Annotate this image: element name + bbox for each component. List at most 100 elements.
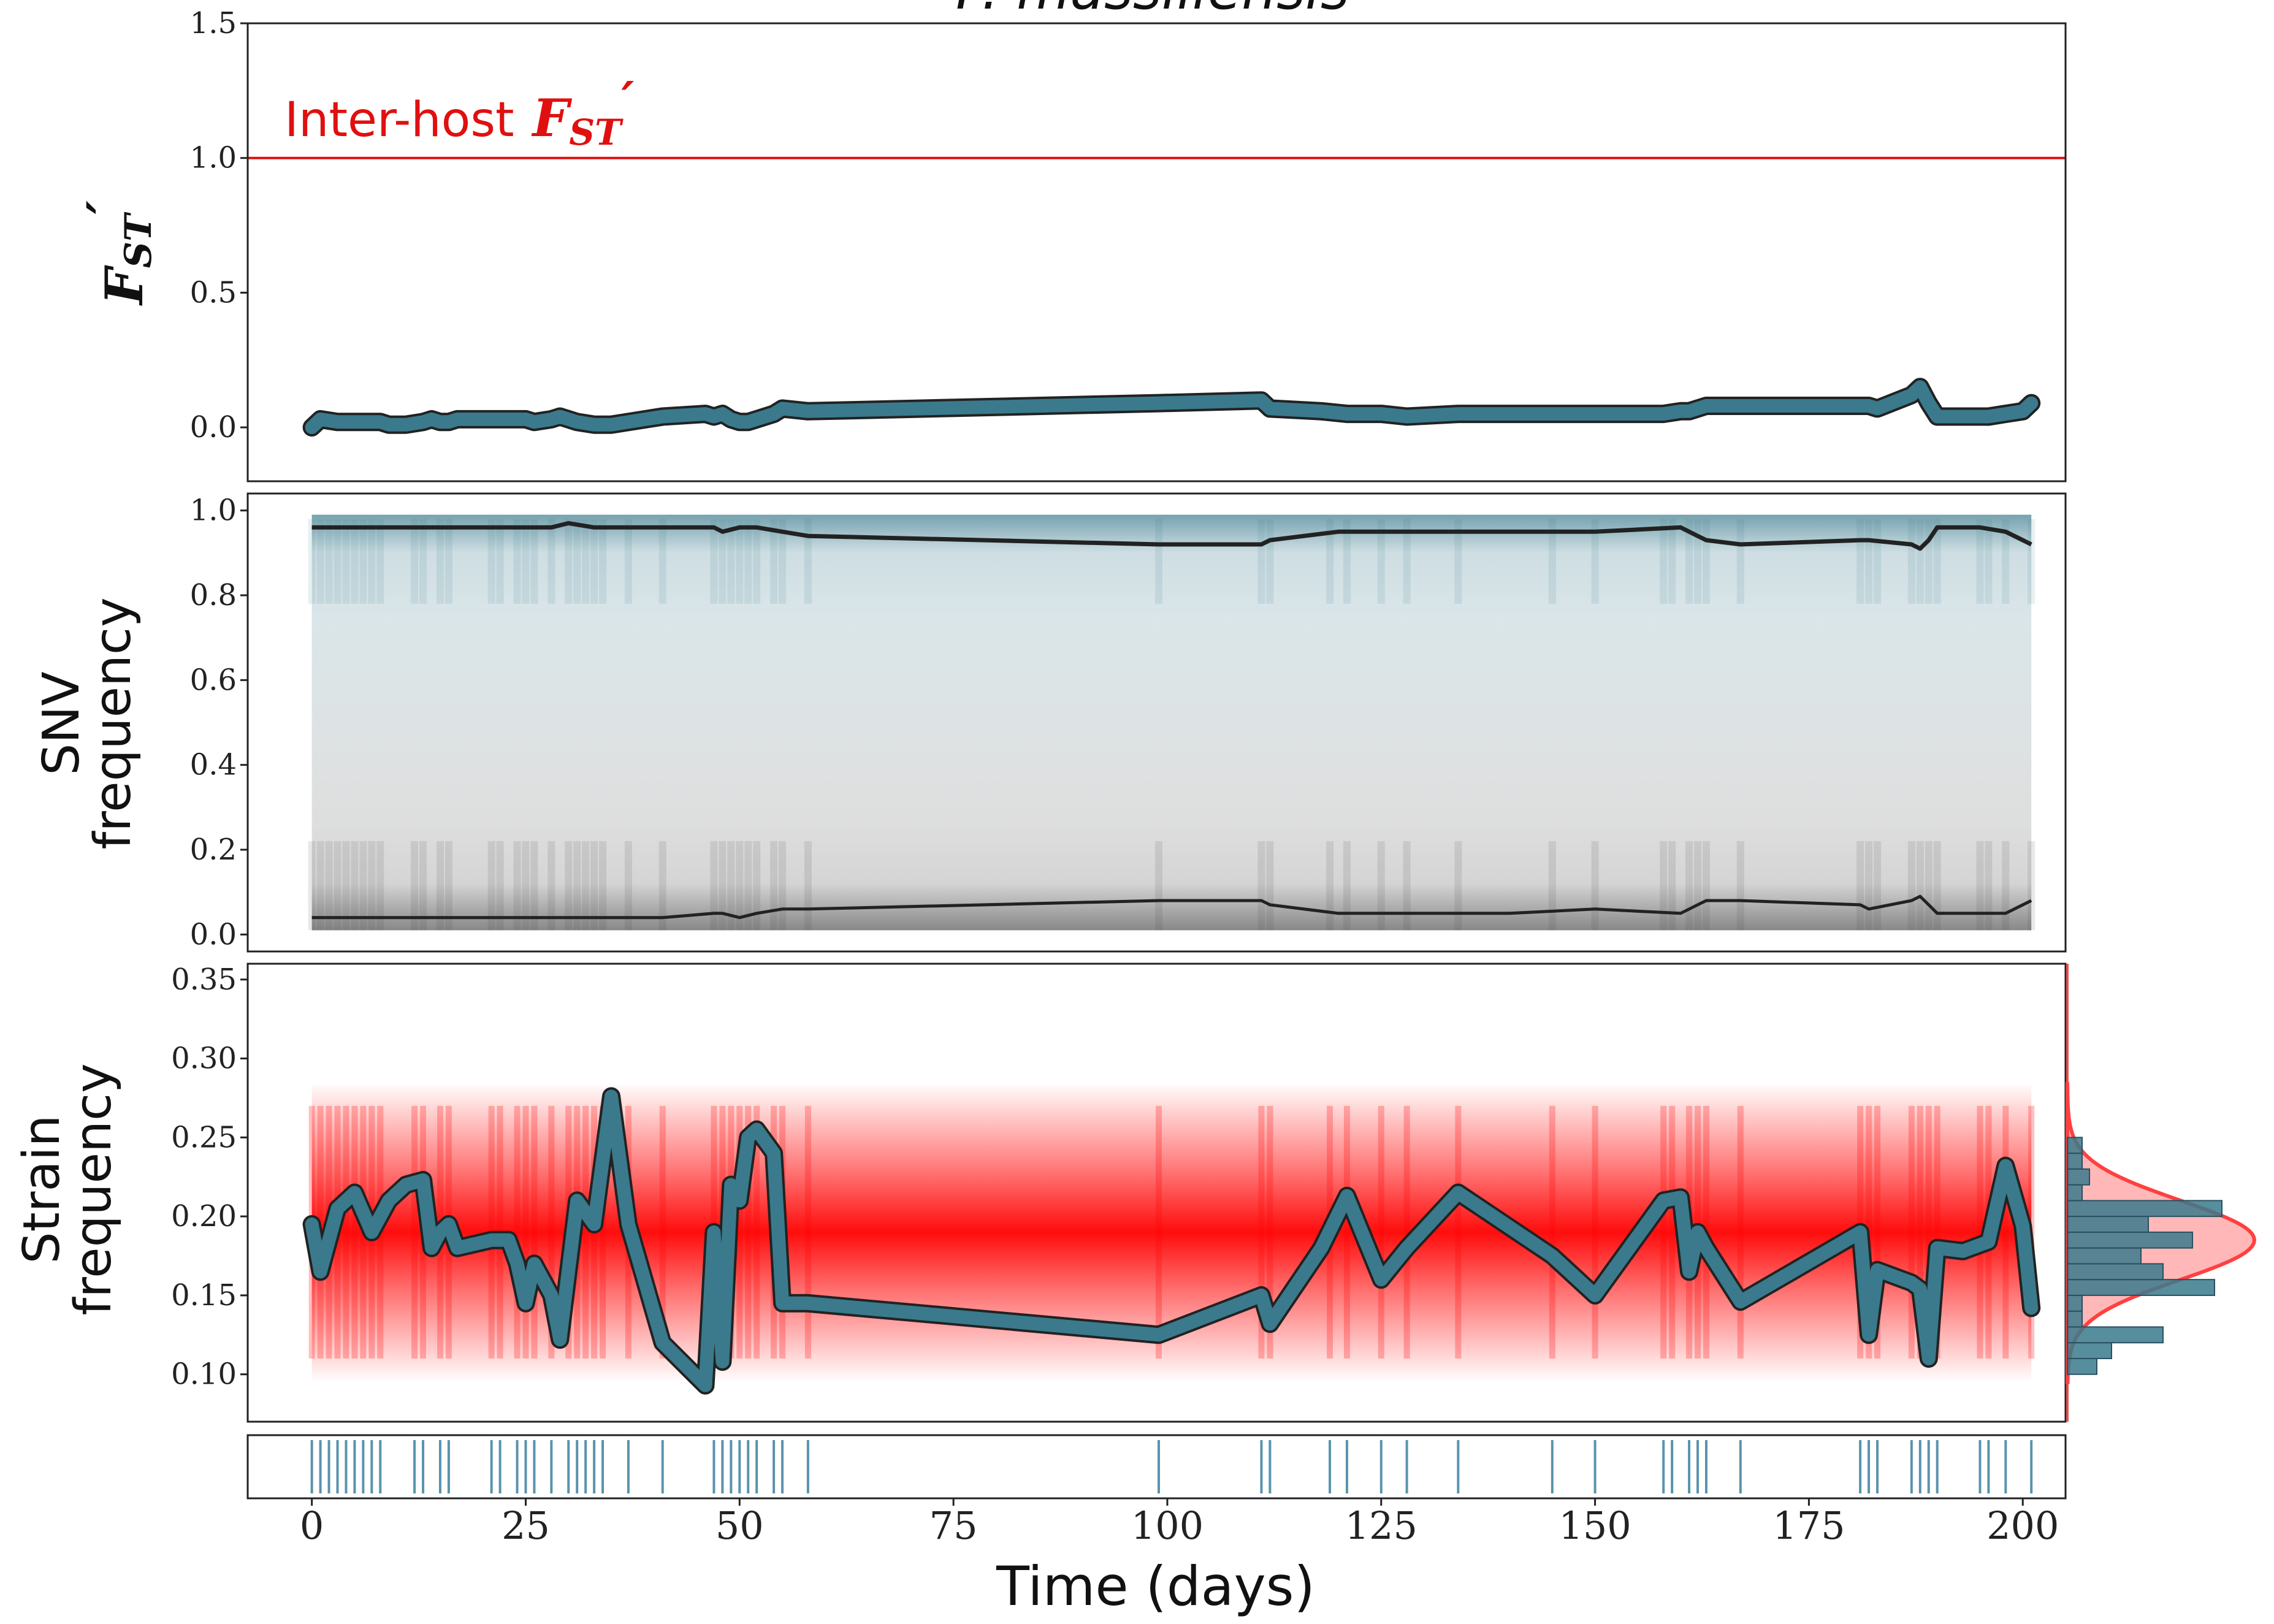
snv-burst-high-41	[1403, 519, 1411, 604]
snv-burst-high-44	[1591, 519, 1599, 604]
inter-host-text: Inter-host	[284, 93, 514, 148]
snv-burst-high-36	[1257, 519, 1265, 604]
snv-burst-high-60	[2002, 519, 2010, 604]
fst-frame	[246, 22, 2067, 482]
strain-burst-23	[600, 1105, 606, 1359]
snv-burst-high-38	[1326, 519, 1334, 604]
snv-ytick-label-5: 1.0	[190, 494, 237, 528]
snv-burst-high-20	[573, 519, 581, 604]
snv-burst-high-45	[1660, 519, 1668, 604]
x-tick-label-3: 75	[929, 1503, 978, 1548]
snv-burst-high-54	[1907, 519, 1915, 604]
snv-burst-low-53	[1874, 841, 1882, 931]
snv-burst-high-4	[342, 519, 350, 604]
snv-burst-low-11	[436, 841, 444, 931]
x-tick-label-8: 200	[1986, 1503, 2059, 1548]
strain-burst-42	[1455, 1105, 1462, 1359]
strain-burst-54	[1908, 1105, 1915, 1359]
x-tick-label-2: 50	[715, 1503, 764, 1548]
x-axis-label: Time (days)	[996, 1555, 1315, 1618]
snv-burst-low-5	[351, 841, 359, 931]
strain-ytick-label-2: 0.20	[171, 1199, 237, 1233]
strain-burst-43	[1549, 1105, 1555, 1359]
x-tick-label-1: 25	[502, 1503, 550, 1548]
strain-burst-40	[1378, 1105, 1384, 1359]
snv-burst-high-5	[351, 519, 359, 604]
snv-burst-low-18	[548, 841, 555, 931]
snv-burst-low-20	[573, 841, 581, 931]
snv-burst-high-31	[753, 519, 761, 604]
fst-series	[302, 378, 2041, 437]
snv-ytick-label-2: 0.4	[190, 748, 237, 782]
snv-burst-low-29	[736, 841, 744, 931]
strain-burst-57	[1934, 1105, 1940, 1359]
snv-burst-high-49	[1702, 519, 1710, 604]
strain-burst-50	[1737, 1105, 1744, 1359]
snv-burst-low-47	[1685, 841, 1693, 931]
snv-burst-low-59	[1985, 841, 1993, 931]
fst-ytick-label-2: 1.0	[190, 141, 237, 175]
snv-low-envelope	[311, 616, 2032, 931]
fst-ylabel-main: F	[94, 265, 155, 306]
strain-frequency-histogram	[2066, 964, 2257, 1422]
snv-burst-low-12	[444, 841, 452, 931]
strain-ytick-label-5: 0.35	[171, 963, 237, 997]
snv-burst-high-17	[530, 519, 538, 604]
snv-burst-high-11	[436, 519, 444, 604]
snv-burst-low-33	[779, 841, 787, 931]
snv-burst-high-59	[1985, 519, 1993, 604]
snv-burst-low-24	[624, 841, 632, 931]
x-tick-label-4: 100	[1131, 1503, 1204, 1548]
snv-burst-low-30	[744, 841, 752, 931]
snv-burst-low-27	[719, 841, 727, 931]
snv-burst-high-48	[1694, 519, 1702, 604]
snv-burst-low-41	[1403, 841, 1411, 931]
snv-burst-low-3	[334, 841, 341, 931]
snv-burst-high-28	[727, 519, 735, 604]
histogram-bar-9	[2067, 1216, 2149, 1233]
snv-burst-low-13	[487, 841, 495, 931]
strain-burst-58	[1977, 1105, 1983, 1359]
strain-burst-29	[736, 1105, 743, 1359]
histogram-bar-7	[2067, 1247, 2142, 1265]
snv-burst-low-44	[1591, 841, 1599, 931]
snv-burst-low-22	[590, 841, 598, 931]
snv-burst-low-8	[376, 841, 384, 931]
snv-burst-low-1	[316, 841, 324, 931]
snv-burst-low-6	[359, 841, 367, 931]
snv-burst-low-10	[419, 841, 427, 931]
fst-line	[305, 380, 2039, 435]
snv-mean-line-0	[311, 520, 2032, 551]
fst-ylabel-sub: ST	[117, 212, 160, 268]
strain-ylabel: Strain frequency	[13, 1063, 123, 1315]
snv-burst-high-12	[444, 519, 452, 604]
snv-burst-low-9	[411, 841, 419, 931]
histogram-bar-14	[2067, 1137, 2083, 1154]
snv-burst-low-51	[1856, 841, 1864, 931]
snv-burst-high-50	[1736, 519, 1744, 604]
snv-ylabel-line2: frequency	[84, 597, 142, 849]
strain-ytick-label-1: 0.15	[171, 1278, 237, 1313]
histogram-bar-5	[2067, 1279, 2215, 1296]
snv-burst-low-45	[1660, 841, 1668, 931]
snv-burst-low-26	[710, 841, 718, 931]
snv-burst-low-57	[1933, 841, 1941, 931]
histogram-bar-11	[2067, 1184, 2083, 1202]
snv-burst-high-2	[325, 519, 333, 604]
figure-title: P. massiliensis	[956, 0, 1349, 22]
snv-ylabel-line1: SNV	[32, 671, 91, 776]
snv-burst-high-13	[487, 519, 495, 604]
fst-ylabel-prime: ′	[75, 200, 136, 214]
svg-text:FST′: FST′	[75, 200, 160, 306]
snv-frequency-panel: 0.0 0.2 0.4 0.6 0.8 1.0	[190, 492, 2067, 953]
strain-burst-25	[659, 1105, 666, 1359]
snv-burst-low-17	[530, 841, 538, 931]
snv-burst-high-56	[1925, 519, 1933, 604]
snv-burst-high-23	[599, 519, 607, 604]
snv-burst-low-43	[1548, 841, 1556, 931]
histogram-bar-1	[2067, 1342, 2112, 1359]
histogram-bar-13	[2067, 1153, 2083, 1170]
snv-burst-low-0	[308, 841, 316, 931]
snv-burst-high-18	[548, 519, 555, 604]
fst-ylabel: FST′	[75, 200, 160, 306]
